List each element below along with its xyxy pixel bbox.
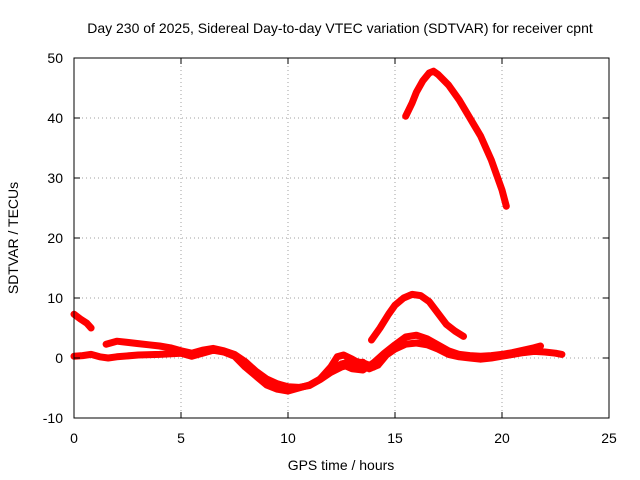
x-tick-label: 0 — [70, 430, 78, 446]
series-arc-7-texture — [404, 71, 508, 210]
series-arc-6-texture — [370, 294, 465, 343]
y-tick-label: 0 — [55, 350, 63, 366]
x-tick-label: 10 — [280, 430, 296, 446]
series-arc-1-texture — [72, 314, 93, 331]
y-tick-label: 20 — [47, 230, 63, 246]
y-tick-label: 30 — [47, 170, 63, 186]
x-tick-label: 5 — [177, 430, 185, 446]
series-arc-4-texture — [318, 343, 564, 382]
chart-title: Day 230 of 2025, Sidereal Day-to-day VTE… — [87, 20, 593, 36]
x-axis-label: GPS time / hours — [288, 457, 395, 473]
y-tick-label: 40 — [47, 110, 63, 126]
y-tick-label: 50 — [47, 50, 63, 66]
x-tick-labels: 0 5 10 15 20 25 — [70, 430, 617, 446]
x-tick-label: 20 — [494, 430, 510, 446]
x-tick-label: 15 — [387, 430, 403, 446]
y-axis-label: SDTVAR / TECUs — [5, 182, 21, 294]
axis-ticks — [73, 57, 610, 419]
x-tick-label: 25 — [601, 430, 617, 446]
y-tick-label: -10 — [43, 410, 63, 426]
y-tick-label: 10 — [47, 290, 63, 306]
data-series — [70, 67, 566, 395]
y-tick-labels: -10 0 10 20 30 40 50 — [43, 50, 63, 426]
series-arc-5-texture — [340, 335, 542, 373]
